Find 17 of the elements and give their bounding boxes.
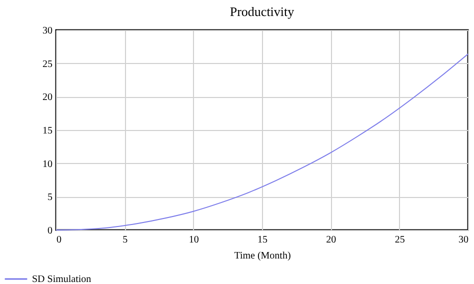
- x-tick-label: 30: [458, 234, 468, 246]
- y-tick-label: 5: [48, 192, 52, 204]
- y-tick-label: 20: [42, 92, 52, 104]
- x-tick-label: 15: [258, 234, 268, 246]
- chart-title: Productivity: [230, 4, 295, 19]
- x-tick-label: 25: [394, 234, 405, 246]
- y-tick-label: 30: [42, 26, 52, 36]
- x-tick-label: 5: [122, 234, 128, 246]
- y-tick-label: 0: [48, 226, 52, 236]
- y-tick-label: 15: [42, 126, 52, 136]
- legend-label: SD Simulation: [32, 274, 92, 284]
- y-tick-label: 10: [42, 158, 52, 170]
- x-tick-label: 10: [188, 234, 199, 246]
- x-tick-label: 20: [326, 234, 336, 246]
- x-axis-title: Time (Month): [234, 250, 291, 262]
- y-tick-label: 25: [42, 58, 52, 70]
- x-tick-label: 0: [56, 234, 62, 246]
